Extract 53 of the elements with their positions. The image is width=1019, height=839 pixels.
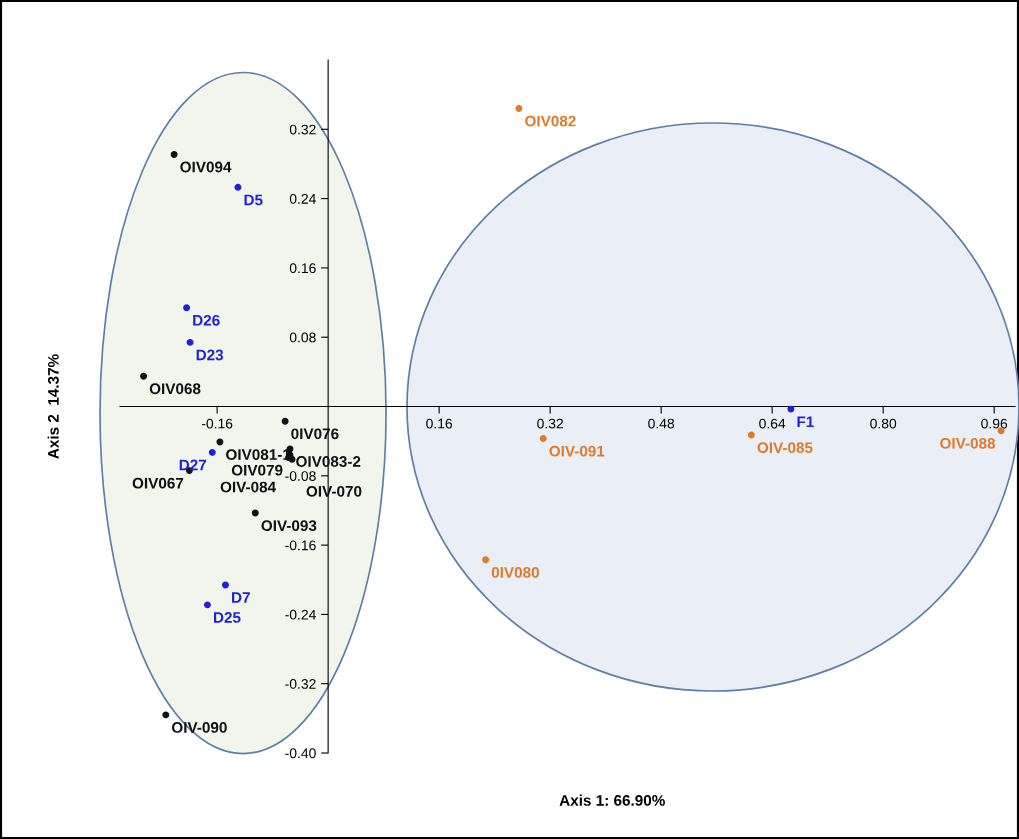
point [787, 405, 795, 413]
x-tick-label: -0.16 [201, 418, 233, 429]
x-tick-label: 0.32 [537, 418, 563, 429]
point [482, 556, 490, 564]
y-axis-title: Axis 2 14.37% [47, 354, 59, 459]
data-label: OIV079 [231, 464, 283, 476]
data-label: F1 [797, 416, 814, 427]
point [203, 601, 211, 609]
point [162, 711, 170, 719]
point [539, 435, 547, 443]
data-label: OIV067 [132, 477, 184, 489]
y-tick-label: 0.16 [289, 263, 316, 274]
y-tick-label: -0.16 [285, 540, 316, 551]
data-label: OIV068 [149, 383, 201, 395]
point [251, 509, 259, 517]
point [216, 438, 224, 446]
y-tick-label: 0.08 [289, 332, 316, 343]
x-tick-label: 0.80 [870, 418, 897, 429]
data-label: D5 [244, 194, 263, 206]
data-label: OIV-084 [220, 481, 277, 493]
y-tick-label: -0.40 [285, 748, 316, 759]
point [515, 105, 523, 112]
data-label: D26 [193, 314, 220, 326]
data-label: D27 [179, 459, 207, 471]
point [208, 448, 216, 456]
point [170, 150, 178, 158]
y-tick-label: -0.24 [285, 609, 316, 620]
x-tick-label: 0.64 [759, 418, 786, 429]
data-label: OIV094 [180, 161, 232, 173]
y-tick-label: 0.32 [289, 124, 316, 135]
x-tick-label: 0.48 [648, 418, 675, 429]
data-label: OIV-093 [261, 520, 317, 532]
y-tick-label: 0.24 [289, 193, 316, 204]
y-tick-label: -0.08 [285, 471, 316, 481]
x-tick-label: 0.16 [426, 418, 453, 429]
data-label: OIV082 [525, 115, 576, 127]
data-label: 0IV080 [491, 567, 539, 578]
point [221, 581, 229, 589]
data-label: OIV-085 [757, 442, 813, 454]
x-axis-title: Axis 1: 66.90% [559, 794, 665, 806]
data-label: D25 [214, 612, 241, 623]
data-label: OIV-091 [549, 445, 605, 457]
data-label: OIV-088 [940, 437, 996, 449]
point [186, 338, 194, 346]
point [234, 183, 242, 191]
x-tick-label: 0.96 [981, 418, 1008, 429]
point [747, 431, 755, 439]
point [281, 417, 289, 425]
y-tick-label: -0.32 [285, 679, 316, 689]
data-label: D7 [232, 592, 250, 603]
data-label: D23 [196, 349, 224, 361]
point [140, 372, 148, 380]
point [183, 304, 191, 312]
